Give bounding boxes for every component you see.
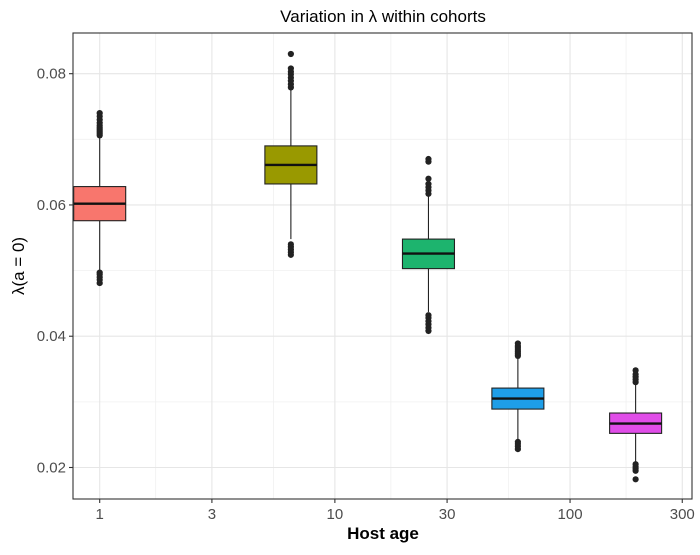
x-axis-title: Host age	[347, 524, 419, 543]
outlier-point	[425, 155, 432, 163]
box-group-190	[609, 367, 663, 483]
panel-border	[72, 32, 693, 500]
outlier-point	[632, 461, 639, 468]
outlier-point	[96, 269, 103, 276]
x-tick-label: 1	[96, 506, 104, 523]
outlier-point	[425, 312, 432, 319]
y-tick-label: 0.04	[37, 328, 66, 345]
outlier-point	[425, 175, 432, 182]
outlier-point	[632, 367, 639, 374]
x-tick-label: 3	[208, 506, 216, 523]
outlier-point	[96, 109, 103, 117]
outlier-point	[632, 476, 639, 483]
x-tick-label: 10	[327, 506, 344, 523]
axes: 0.02 0.04 0.06 0.08 1 3 10 30 100 300	[37, 66, 695, 523]
y-axis-title: λ(a = 0)	[9, 237, 28, 295]
y-tick-label: 0.06	[37, 197, 66, 214]
box-group-25	[401, 155, 456, 335]
x-tick-label: 300	[670, 506, 695, 523]
y-tick-label: 0.02	[37, 459, 66, 476]
outlier-point	[287, 50, 294, 58]
outlier-point	[514, 340, 521, 347]
chart-title: Variation in λ within cohorts	[280, 7, 486, 26]
box-group-1	[73, 109, 127, 287]
box-group-60	[491, 340, 545, 453]
box-group-6.5	[264, 50, 318, 258]
x-tick-label: 30	[439, 506, 456, 523]
grid	[73, 33, 692, 499]
outlier-point	[287, 65, 294, 72]
outlier-point	[514, 438, 521, 445]
y-tick-label: 0.08	[37, 66, 66, 83]
boxes	[73, 50, 663, 483]
x-tick-label: 100	[558, 506, 583, 523]
outlier-point	[287, 241, 294, 248]
outlier-point	[425, 180, 432, 188]
